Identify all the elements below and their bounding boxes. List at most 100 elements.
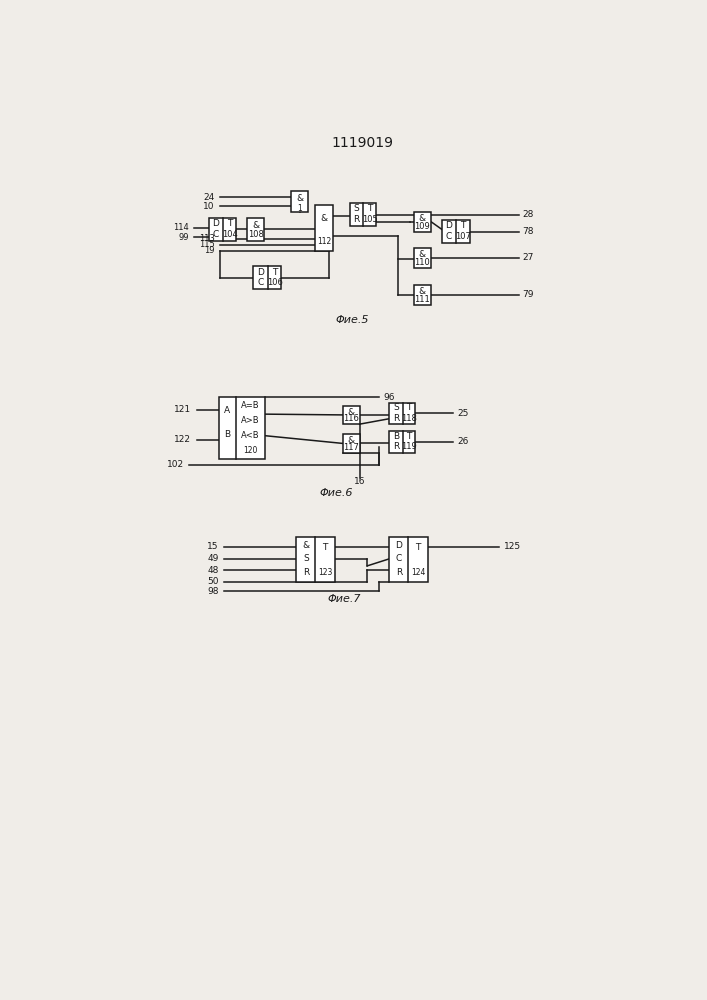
- Text: 99: 99: [179, 233, 189, 242]
- Text: T: T: [367, 204, 373, 213]
- Bar: [218, 397, 265, 459]
- Text: 115: 115: [199, 240, 215, 249]
- Text: 19: 19: [204, 246, 215, 255]
- Bar: [315, 205, 332, 251]
- Bar: [253, 266, 281, 289]
- Text: S: S: [354, 204, 359, 213]
- Text: 15: 15: [207, 542, 218, 551]
- Text: D: D: [395, 541, 402, 550]
- Text: 118: 118: [401, 414, 417, 423]
- Text: 107: 107: [455, 232, 471, 241]
- Text: T: T: [407, 432, 411, 441]
- Text: T: T: [272, 268, 277, 277]
- Text: 1: 1: [298, 204, 303, 213]
- Bar: [389, 403, 416, 424]
- Text: S: S: [303, 554, 309, 563]
- Bar: [296, 537, 335, 582]
- Text: Φие.6: Φие.6: [320, 488, 353, 498]
- Text: 110: 110: [414, 258, 431, 267]
- Text: R: R: [393, 414, 399, 423]
- Bar: [442, 220, 469, 243]
- Text: 120: 120: [243, 446, 258, 455]
- Text: &: &: [296, 194, 303, 203]
- Text: D: D: [212, 219, 219, 228]
- Text: 25: 25: [457, 409, 469, 418]
- Text: 119: 119: [402, 442, 417, 451]
- Text: 24: 24: [204, 192, 215, 202]
- Text: 27: 27: [522, 253, 534, 262]
- Bar: [343, 406, 360, 424]
- Text: A>B: A>B: [241, 416, 260, 425]
- Text: R: R: [396, 568, 402, 577]
- Text: 96: 96: [383, 393, 395, 402]
- Text: B: B: [224, 430, 230, 439]
- Text: 123: 123: [318, 568, 332, 577]
- Bar: [349, 203, 376, 226]
- Text: 111: 111: [414, 295, 431, 304]
- Text: T: T: [227, 219, 233, 228]
- Bar: [414, 248, 431, 268]
- Text: 79: 79: [522, 290, 534, 299]
- Bar: [247, 218, 264, 241]
- Text: D: D: [257, 268, 264, 277]
- Text: Φие.5: Φие.5: [335, 315, 368, 325]
- Text: 114: 114: [173, 223, 189, 232]
- Text: T: T: [322, 543, 328, 552]
- Bar: [414, 212, 431, 232]
- Text: 116: 116: [343, 414, 359, 423]
- Text: 121: 121: [175, 405, 192, 414]
- Text: 109: 109: [414, 222, 431, 231]
- Text: 105: 105: [362, 215, 378, 224]
- Text: 106: 106: [267, 278, 283, 287]
- Text: 48: 48: [207, 566, 218, 575]
- Text: 124: 124: [411, 568, 426, 577]
- Text: &: &: [302, 541, 310, 550]
- Text: &: &: [252, 221, 259, 230]
- Text: R: R: [393, 442, 399, 451]
- Text: 108: 108: [248, 230, 264, 239]
- Text: 104: 104: [222, 230, 238, 239]
- Text: 78: 78: [522, 227, 534, 236]
- Text: T: T: [460, 221, 466, 230]
- Text: &: &: [348, 436, 355, 445]
- Text: 26: 26: [457, 437, 469, 446]
- Text: S: S: [393, 403, 399, 412]
- Text: &: &: [348, 408, 355, 417]
- Text: Φие.7: Φие.7: [327, 594, 361, 604]
- Text: 102: 102: [167, 460, 184, 469]
- Text: T: T: [416, 543, 421, 552]
- Text: B: B: [393, 432, 399, 441]
- Text: &: &: [320, 214, 327, 223]
- Bar: [389, 431, 416, 453]
- Text: 49: 49: [207, 554, 218, 563]
- Text: 98: 98: [207, 587, 218, 596]
- Text: 113: 113: [199, 234, 215, 243]
- Text: C: C: [396, 554, 402, 563]
- Text: C: C: [446, 232, 452, 241]
- Text: 112: 112: [317, 237, 331, 246]
- Text: 10: 10: [203, 202, 215, 211]
- Text: 50: 50: [207, 578, 218, 586]
- Bar: [209, 218, 236, 241]
- Text: &: &: [419, 250, 426, 259]
- Bar: [414, 285, 431, 305]
- Text: C: C: [213, 230, 219, 239]
- Text: T: T: [407, 403, 411, 412]
- Bar: [343, 434, 360, 453]
- Text: A<B: A<B: [241, 431, 260, 440]
- Text: &: &: [419, 287, 426, 296]
- Text: C: C: [257, 278, 264, 287]
- Text: A: A: [224, 406, 230, 415]
- Text: D: D: [445, 221, 452, 230]
- Text: A=B: A=B: [241, 401, 260, 410]
- Text: R: R: [303, 568, 309, 577]
- Text: 125: 125: [504, 542, 521, 551]
- Text: &: &: [419, 214, 426, 223]
- Bar: [291, 191, 308, 212]
- Text: 117: 117: [343, 443, 359, 452]
- Text: 122: 122: [175, 435, 192, 444]
- Bar: [389, 537, 428, 582]
- Text: 16: 16: [354, 477, 366, 486]
- Text: 1119019: 1119019: [331, 136, 393, 150]
- Text: R: R: [354, 215, 360, 224]
